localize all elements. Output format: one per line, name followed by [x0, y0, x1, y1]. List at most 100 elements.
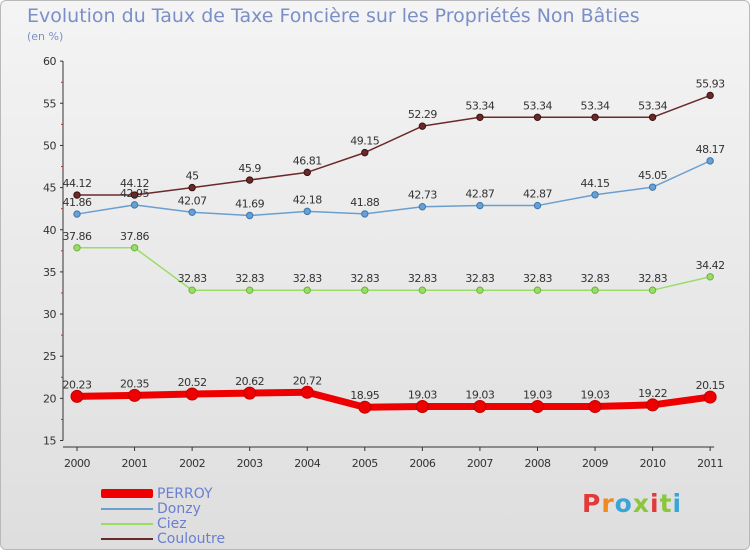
data-point-perroy	[300, 385, 314, 399]
x-tick-label: 2001	[122, 457, 148, 470]
legend-label-perroy: PERROY	[157, 486, 213, 502]
legend-swatch-ciez	[101, 523, 153, 525]
legend-label-ciez: Ciez	[157, 516, 187, 532]
data-point-perroy	[185, 387, 199, 401]
data-label-donzy: 42.95	[120, 187, 149, 200]
data-point-couloutre	[476, 113, 484, 121]
data-point-perroy	[415, 400, 429, 414]
data-point-ciez	[648, 286, 657, 294]
data-point-ciez	[591, 286, 599, 294]
data-label-couloutre: 52.29	[408, 108, 437, 121]
logo-letter: i	[672, 489, 683, 518]
data-point-ciez	[188, 286, 196, 294]
data-point-couloutre	[648, 113, 657, 121]
data-label-ciez: 32.83	[350, 272, 379, 285]
data-point-couloutre	[533, 113, 542, 121]
data-label-ciez: 32.83	[408, 272, 437, 285]
data-label-ciez: 32.83	[293, 272, 322, 285]
data-point-couloutre	[73, 191, 81, 199]
data-label-perroy: 19.03	[523, 389, 552, 402]
y-tick-label: 50	[43, 139, 56, 152]
data-point-perroy	[703, 390, 717, 404]
data-label-ciez: 32.83	[638, 272, 667, 285]
series-line-couloutre	[77, 94, 711, 196]
data-point-perroy	[243, 386, 257, 400]
y-tick-label: 60	[43, 55, 56, 68]
data-label-perroy: 20.15	[696, 379, 725, 392]
y-tick-label: 20	[43, 392, 56, 405]
data-point-donzy	[130, 201, 139, 209]
data-point-ciez	[533, 286, 542, 294]
data-point-donzy	[591, 191, 599, 199]
data-point-couloutre	[706, 91, 714, 100]
data-label-couloutre: 53.34	[523, 99, 552, 112]
data-point-couloutre	[361, 148, 369, 157]
data-point-donzy	[706, 157, 714, 165]
data-label-donzy: 48.17	[696, 143, 725, 156]
data-point-couloutre	[303, 168, 311, 177]
data-point-donzy	[361, 210, 369, 218]
data-point-perroy	[128, 388, 142, 402]
legend-item-couloutre: Couloutre	[101, 531, 261, 547]
data-label-couloutre: 44.12	[63, 177, 92, 190]
data-label-couloutre: 53.34	[581, 99, 610, 112]
data-label-perroy: 20.52	[178, 376, 207, 389]
data-point-donzy	[418, 203, 427, 211]
chart-title: Evolution du Taux de Taxe Foncière sur l…	[27, 5, 640, 27]
data-label-ciez: 32.83	[235, 272, 264, 285]
data-point-ciez	[73, 244, 81, 252]
data-label-perroy: 18.95	[350, 389, 379, 402]
series-line-perroy	[76, 388, 711, 411]
y-tick-label: 25	[43, 350, 56, 363]
data-label-ciez: 32.83	[465, 272, 494, 285]
x-tick-label: 2009	[582, 457, 608, 470]
data-label-donzy: 42.18	[293, 193, 322, 206]
data-point-donzy	[648, 183, 657, 191]
data-label-couloutre: 53.34	[638, 99, 667, 112]
data-label-perroy: 19.03	[465, 389, 494, 402]
y-tick-label: 45	[43, 182, 56, 195]
data-label-donzy: 42.07	[178, 194, 207, 207]
legend-label-donzy: Donzy	[157, 501, 201, 517]
data-label-couloutre: 49.15	[350, 135, 379, 148]
data-point-perroy	[646, 398, 660, 412]
logo-letter: t	[659, 489, 673, 518]
legend-swatch-couloutre	[101, 538, 153, 540]
data-label-ciez: 34.42	[696, 259, 725, 272]
data-label-donzy: 41.86	[63, 196, 92, 209]
x-tick-label: 2002	[179, 457, 205, 470]
series-line-ciez	[77, 247, 711, 291]
data-label-ciez: 37.86	[63, 230, 92, 243]
data-label-perroy: 19.22	[638, 387, 667, 400]
data-point-couloutre	[418, 122, 427, 130]
legend-label-couloutre: Couloutre	[157, 531, 226, 547]
y-tick-label: 40	[43, 224, 56, 237]
logo-letter: i	[650, 489, 660, 518]
data-label-couloutre: 55.93	[696, 77, 725, 90]
data-label-ciez: 32.83	[178, 272, 207, 285]
logo-letter: o	[614, 489, 633, 518]
data-label-perroy: 20.72	[293, 374, 322, 387]
data-point-perroy	[530, 400, 544, 414]
data-label-couloutre: 45	[186, 170, 199, 183]
data-point-perroy	[588, 400, 602, 414]
x-tick-label: 2007	[467, 457, 493, 470]
data-point-couloutre	[245, 176, 254, 184]
logo-letter: x	[632, 489, 650, 518]
y-tick-label: 35	[43, 266, 56, 279]
y-tick-label: 55	[43, 97, 56, 110]
data-point-perroy	[473, 400, 487, 414]
data-label-donzy: 42.87	[523, 188, 552, 201]
data-label-donzy: 41.88	[350, 196, 379, 209]
data-label-couloutre: 53.34	[465, 99, 494, 112]
data-point-donzy	[188, 208, 196, 216]
data-point-donzy	[245, 211, 254, 220]
data-point-ciez	[361, 286, 369, 294]
data-label-perroy: 20.23	[63, 378, 92, 391]
data-label-perroy: 20.35	[120, 377, 149, 390]
x-tick-label: 2000	[64, 457, 90, 470]
data-label-ciez: 37.86	[120, 230, 149, 243]
x-tick-label: 2003	[237, 457, 263, 470]
data-label-couloutre: 44.12	[120, 177, 149, 190]
